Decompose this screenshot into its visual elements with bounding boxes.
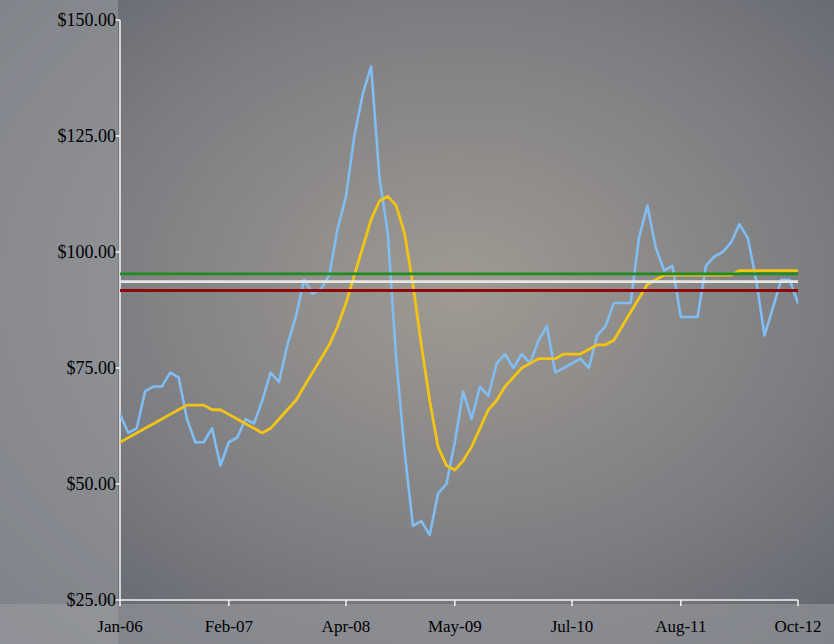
x-tick xyxy=(454,600,456,606)
series-line xyxy=(120,280,798,283)
axes: $25.00 $50.00 $75.00 $100.00 $125.00 $150.00 J… xyxy=(58,10,822,636)
x-tick-label: Jul-10 xyxy=(551,617,594,636)
x-tick-label: Feb-07 xyxy=(205,617,254,636)
y-axis-line xyxy=(119,20,121,600)
x-axis-line xyxy=(120,599,798,601)
series-line xyxy=(120,66,798,535)
label-band xyxy=(0,0,118,644)
x-tick-label: Oct-12 xyxy=(774,617,821,636)
y-tick-label: $50.00 xyxy=(67,474,117,494)
y-tick-label: $100.00 xyxy=(58,242,117,262)
plot-area xyxy=(120,66,798,535)
x-tick xyxy=(228,600,230,606)
y-tick-label: $75.00 xyxy=(67,358,117,378)
background xyxy=(0,0,834,644)
y-tick-label: $25.00 xyxy=(67,590,117,610)
x-tick xyxy=(571,600,573,606)
x-tick-label: May-09 xyxy=(428,617,482,636)
chart: $25.00 $50.00 $75.00 $100.00 $125.00 $150.00 J… xyxy=(0,0,834,644)
series-line xyxy=(120,196,798,470)
x-tick xyxy=(797,600,799,606)
series-line xyxy=(120,272,798,275)
x-tick-label: Aug-11 xyxy=(655,617,706,636)
x-tick-label: Jan-06 xyxy=(97,617,142,636)
x-tick xyxy=(119,600,121,606)
series-line xyxy=(120,289,798,292)
x-tick xyxy=(345,600,347,606)
x-tick xyxy=(680,600,682,606)
label-band xyxy=(0,604,834,644)
y-tick-label: $125.00 xyxy=(58,126,117,146)
y-tick-label: $150.00 xyxy=(58,10,117,30)
x-tick-label: Apr-08 xyxy=(322,617,371,636)
